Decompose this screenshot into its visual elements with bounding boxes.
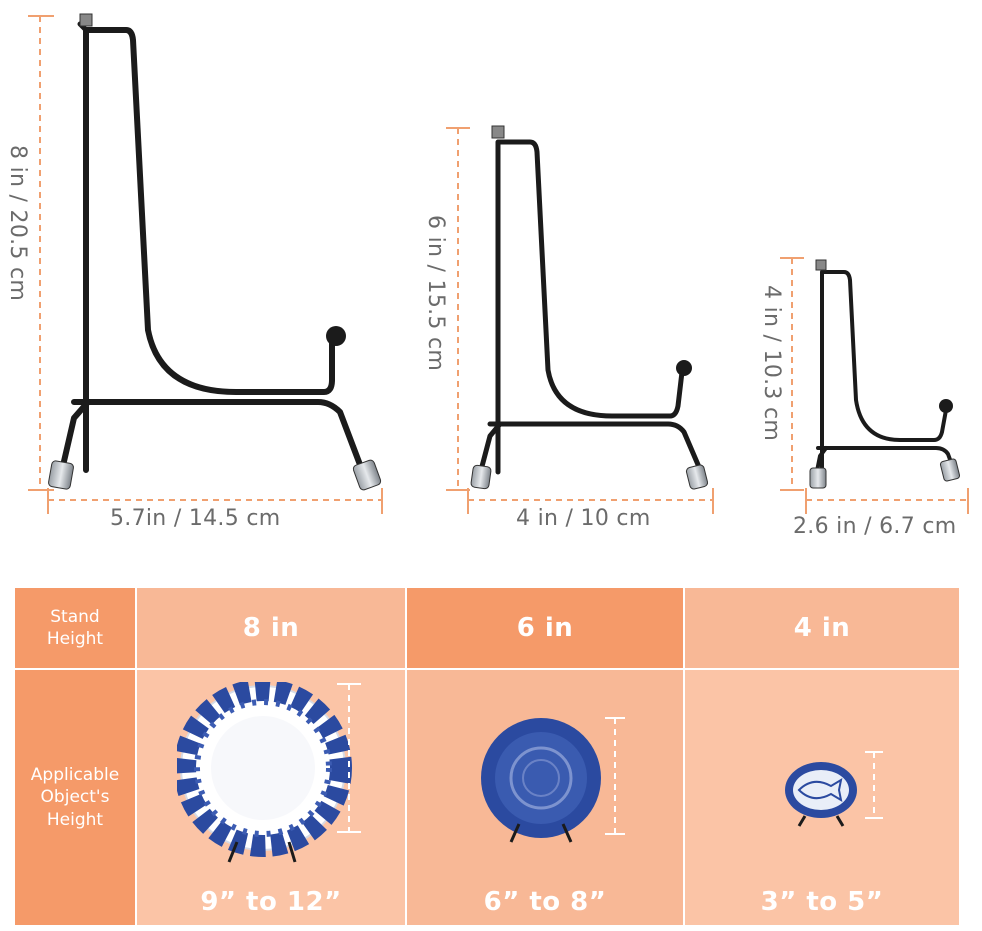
stand-height-row-label: Stand Height — [15, 588, 135, 668]
oval-fish-dish-image — [785, 751, 883, 827]
object-cell-9-12: 9” to 12” — [137, 670, 405, 925]
small-stand-height-label: 4 in / 10.3 cm — [759, 285, 784, 442]
round-blue-floral-plate-image — [177, 682, 361, 863]
object-cell-3-5: 3” to 5” — [685, 670, 959, 925]
stand-dimension-diagram: 8 in / 20.5 cm 5.7in / 14.5 cm 6 in / 15… — [5, 13, 969, 539]
object-range-9-12: 9” to 12” — [200, 887, 342, 917]
medium-stand-width-label: 4 in / 10 cm — [516, 506, 651, 531]
small-stand-width-label: 2.6 in / 6.7 cm — [793, 514, 957, 539]
object-cell-6-8: 6” to 8” — [407, 670, 683, 925]
object-range-6-8: 6” to 8” — [483, 887, 607, 917]
medium-stand — [446, 125, 714, 514]
large-stand-width-label: 5.7in / 14.5 cm — [110, 506, 281, 531]
stand-height-8in: 8 in — [137, 588, 405, 668]
size-table: Stand Height 8 in 6 in 4 in Applicable O… — [15, 588, 959, 925]
object-range-3-5: 3” to 5” — [760, 887, 884, 917]
object-height-row-label: Applicable Object's Height — [15, 670, 135, 925]
stands-illustration — [28, 13, 969, 514]
stand-height-6in: 6 in — [407, 588, 683, 668]
large-stand-height-label: 8 in / 20.5 cm — [5, 145, 30, 302]
stand-height-4in: 4 in — [685, 588, 959, 668]
medium-stand-height-label: 6 in / 15.5 cm — [423, 215, 448, 372]
small-stand — [780, 257, 969, 514]
large-stand — [28, 13, 383, 514]
blue-bowl-plate-image — [481, 717, 625, 843]
